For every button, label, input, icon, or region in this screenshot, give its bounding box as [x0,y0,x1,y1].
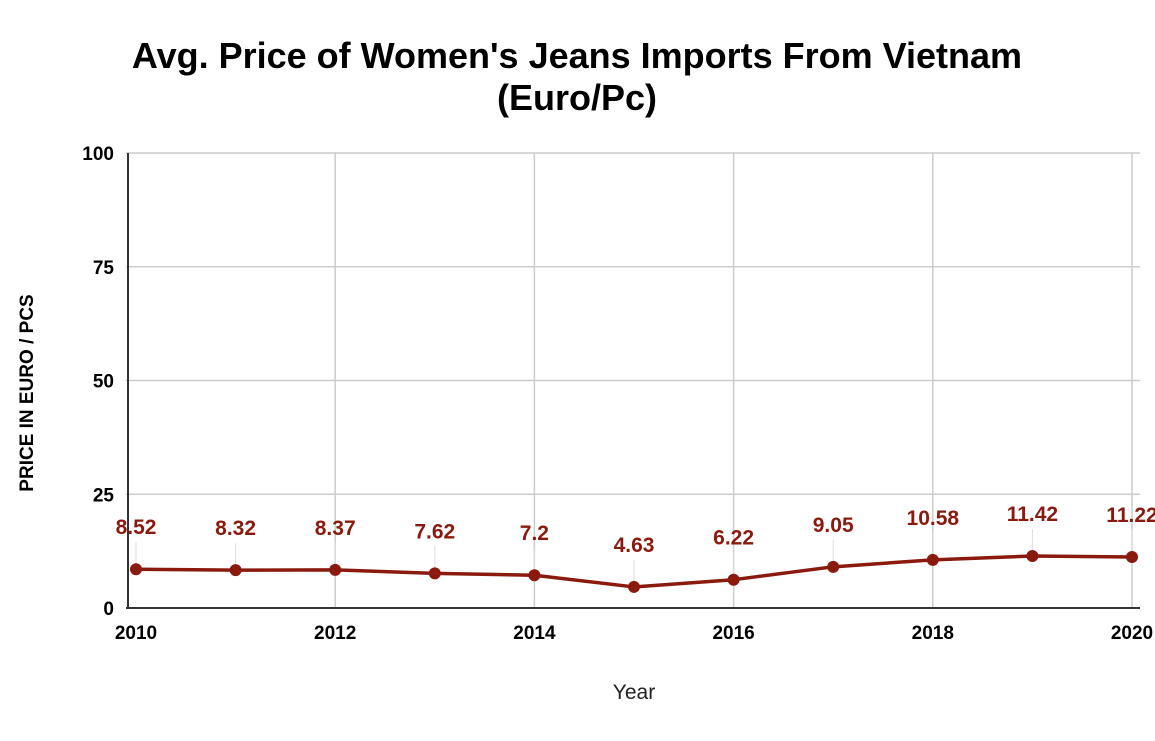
data-point [130,563,142,576]
data-label-leaders [135,529,1133,581]
data-label: 4.63 [614,534,655,557]
data-label: 6.22 [713,527,754,550]
data-label: 10.58 [907,507,960,530]
y-tick-label: 0 [103,599,114,620]
series [130,550,1138,593]
chart-title-line-2: (Euro/Pc) [497,77,657,118]
data-label: 7.2 [520,522,549,545]
y-tick-label: 100 [82,144,114,165]
data-label: 8.37 [315,517,356,540]
data-point [229,564,242,577]
data-point [528,569,541,582]
data-point [827,560,840,573]
data-label: 8.52 [116,516,157,539]
data-label: 8.32 [215,517,256,540]
x-tick-label: 2014 [513,623,556,644]
data-point [727,573,740,586]
y-tick-label: 75 [93,258,115,279]
data-labels: 8.52 8.32 8.37 7.62 7.2 4.63 6.22 9.05 10.58 11.4… [116,503,1155,557]
x-axis-title: Year [613,681,655,704]
y-tick-label: 50 [93,372,114,393]
chart-title-line-1: Avg. Price of Women's Jeans Imports From… [132,35,1022,76]
data-point [428,567,441,580]
data-label: 11.42 [1007,503,1058,526]
data-point [1026,550,1039,563]
tick-labels: 0 25 50 75 100 2010 2012 2014 2016 2018 2020 [82,144,1153,644]
data-label: 7.62 [414,520,455,543]
x-tick-label: 2020 [1111,623,1153,644]
data-point [329,563,342,576]
data-point [628,580,640,593]
axes [126,153,1140,609]
y-tick-label: 25 [93,485,115,506]
x-tick-label: 2010 [115,623,157,644]
x-tick-label: 2012 [314,623,356,644]
gridlines [126,152,1140,608]
x-tick-label: 2018 [912,623,954,644]
data-label: 9.05 [813,514,854,537]
data-point [1126,550,1138,563]
x-tick-label: 2016 [712,623,754,644]
data-point [926,553,939,566]
y-axis-title: PRICE IN EURO / PCS [17,294,38,491]
data-label: 11.22 [1106,504,1155,527]
